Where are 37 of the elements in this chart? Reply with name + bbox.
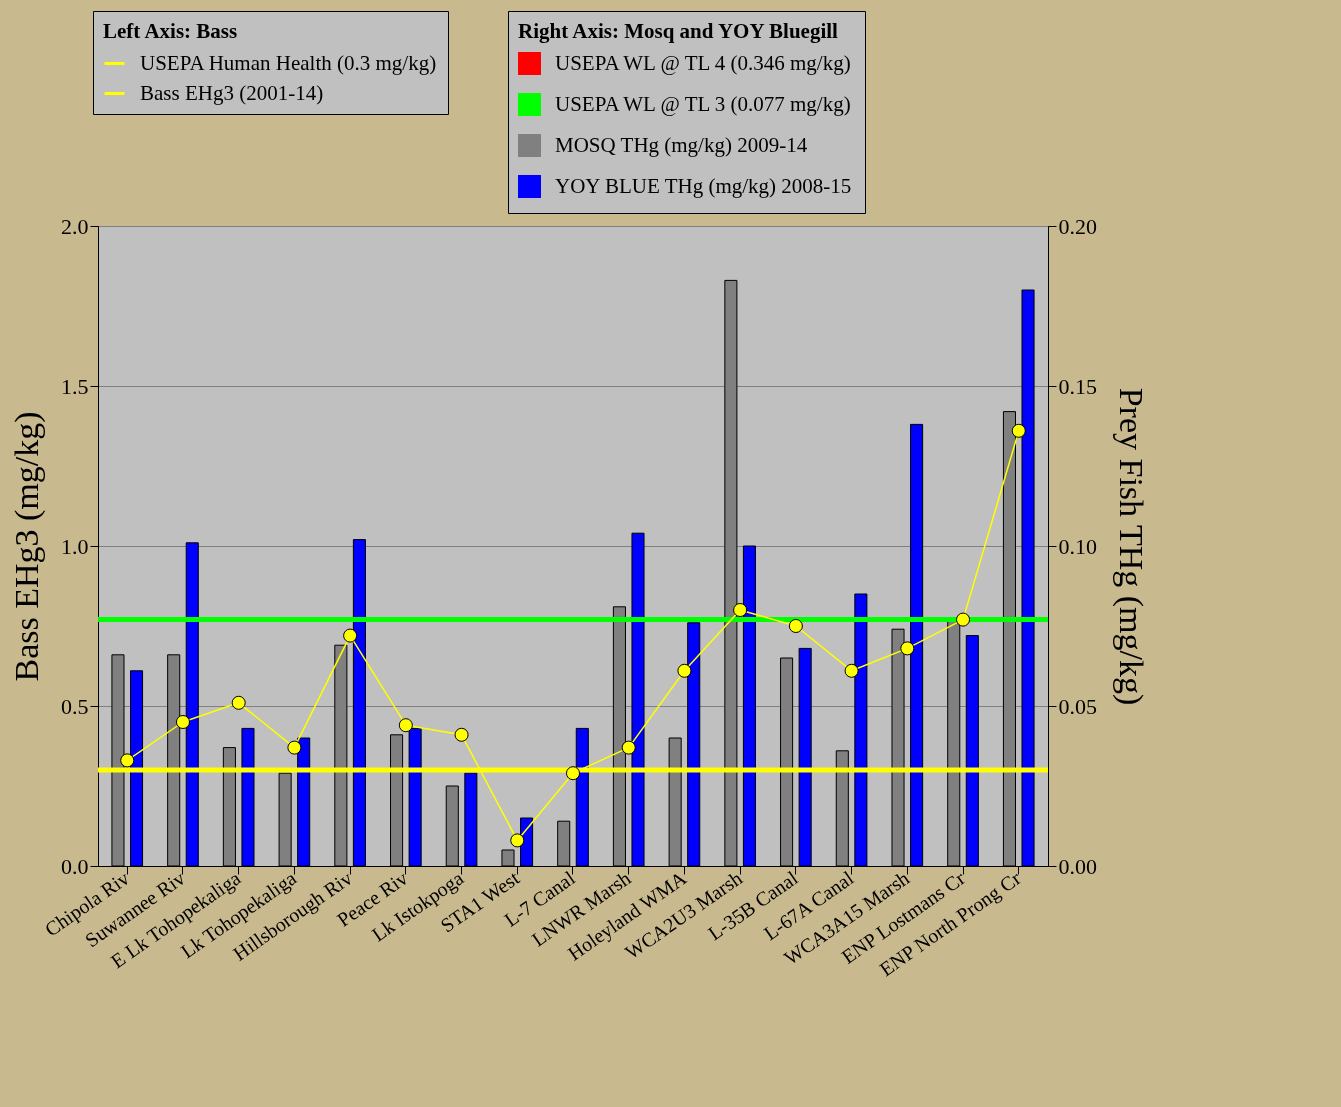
y-tick-label: 0.5 (61, 693, 89, 719)
point (398, 718, 413, 733)
y-tick-label: 1.0 (61, 533, 89, 559)
y-tick-label: 2.0 (61, 213, 89, 239)
y-tick-label: 0.0 (61, 853, 89, 879)
legend-label: USEPA WL @ TL 3 (0.077 mg/kg) (555, 91, 851, 116)
point (677, 663, 692, 678)
point (788, 618, 803, 634)
point (510, 833, 525, 848)
text: Left Axis: Bass (103, 19, 238, 43)
point (343, 628, 358, 643)
point (956, 612, 971, 627)
legend-label: USEPA WL @ TL 4 (0.346 mg/kg) (555, 50, 851, 75)
point (565, 766, 581, 781)
y2-tick-label: 0.00 (1058, 853, 1097, 879)
legend-label: USEPA Human Health (0.3 mg/kg) (140, 50, 437, 75)
text: Right Axis: Mosq and YOY Bluegill (518, 19, 839, 43)
y2-tick-label: 0.15 (1058, 373, 1097, 399)
y2-tick-label: 0.05 (1058, 693, 1097, 719)
point (454, 727, 469, 742)
point (900, 641, 915, 656)
y-axis-title: Bass EHg3 (mg/kg) (8, 411, 46, 682)
point (1011, 423, 1026, 438)
y2-tick-label: 0.20 (1058, 213, 1097, 239)
point (231, 695, 246, 710)
y2-axis-title: Prey Fish THg (mg/kg) (1112, 387, 1150, 706)
point (844, 663, 859, 678)
point (621, 740, 636, 755)
legend-label: YOY BLUE THg (mg/kg) 2008-15 (555, 173, 852, 198)
point (287, 740, 302, 755)
point (120, 753, 135, 768)
y2-tick-label: 0.10 (1058, 533, 1097, 559)
y-tick-label: 1.5 (61, 373, 89, 399)
legend-label: MOSQ THg (mg/kg) 2009-14 (555, 132, 808, 157)
point (733, 602, 748, 618)
legend-label: Bass EHg3 (2001-14) (140, 80, 324, 105)
point (175, 714, 190, 730)
